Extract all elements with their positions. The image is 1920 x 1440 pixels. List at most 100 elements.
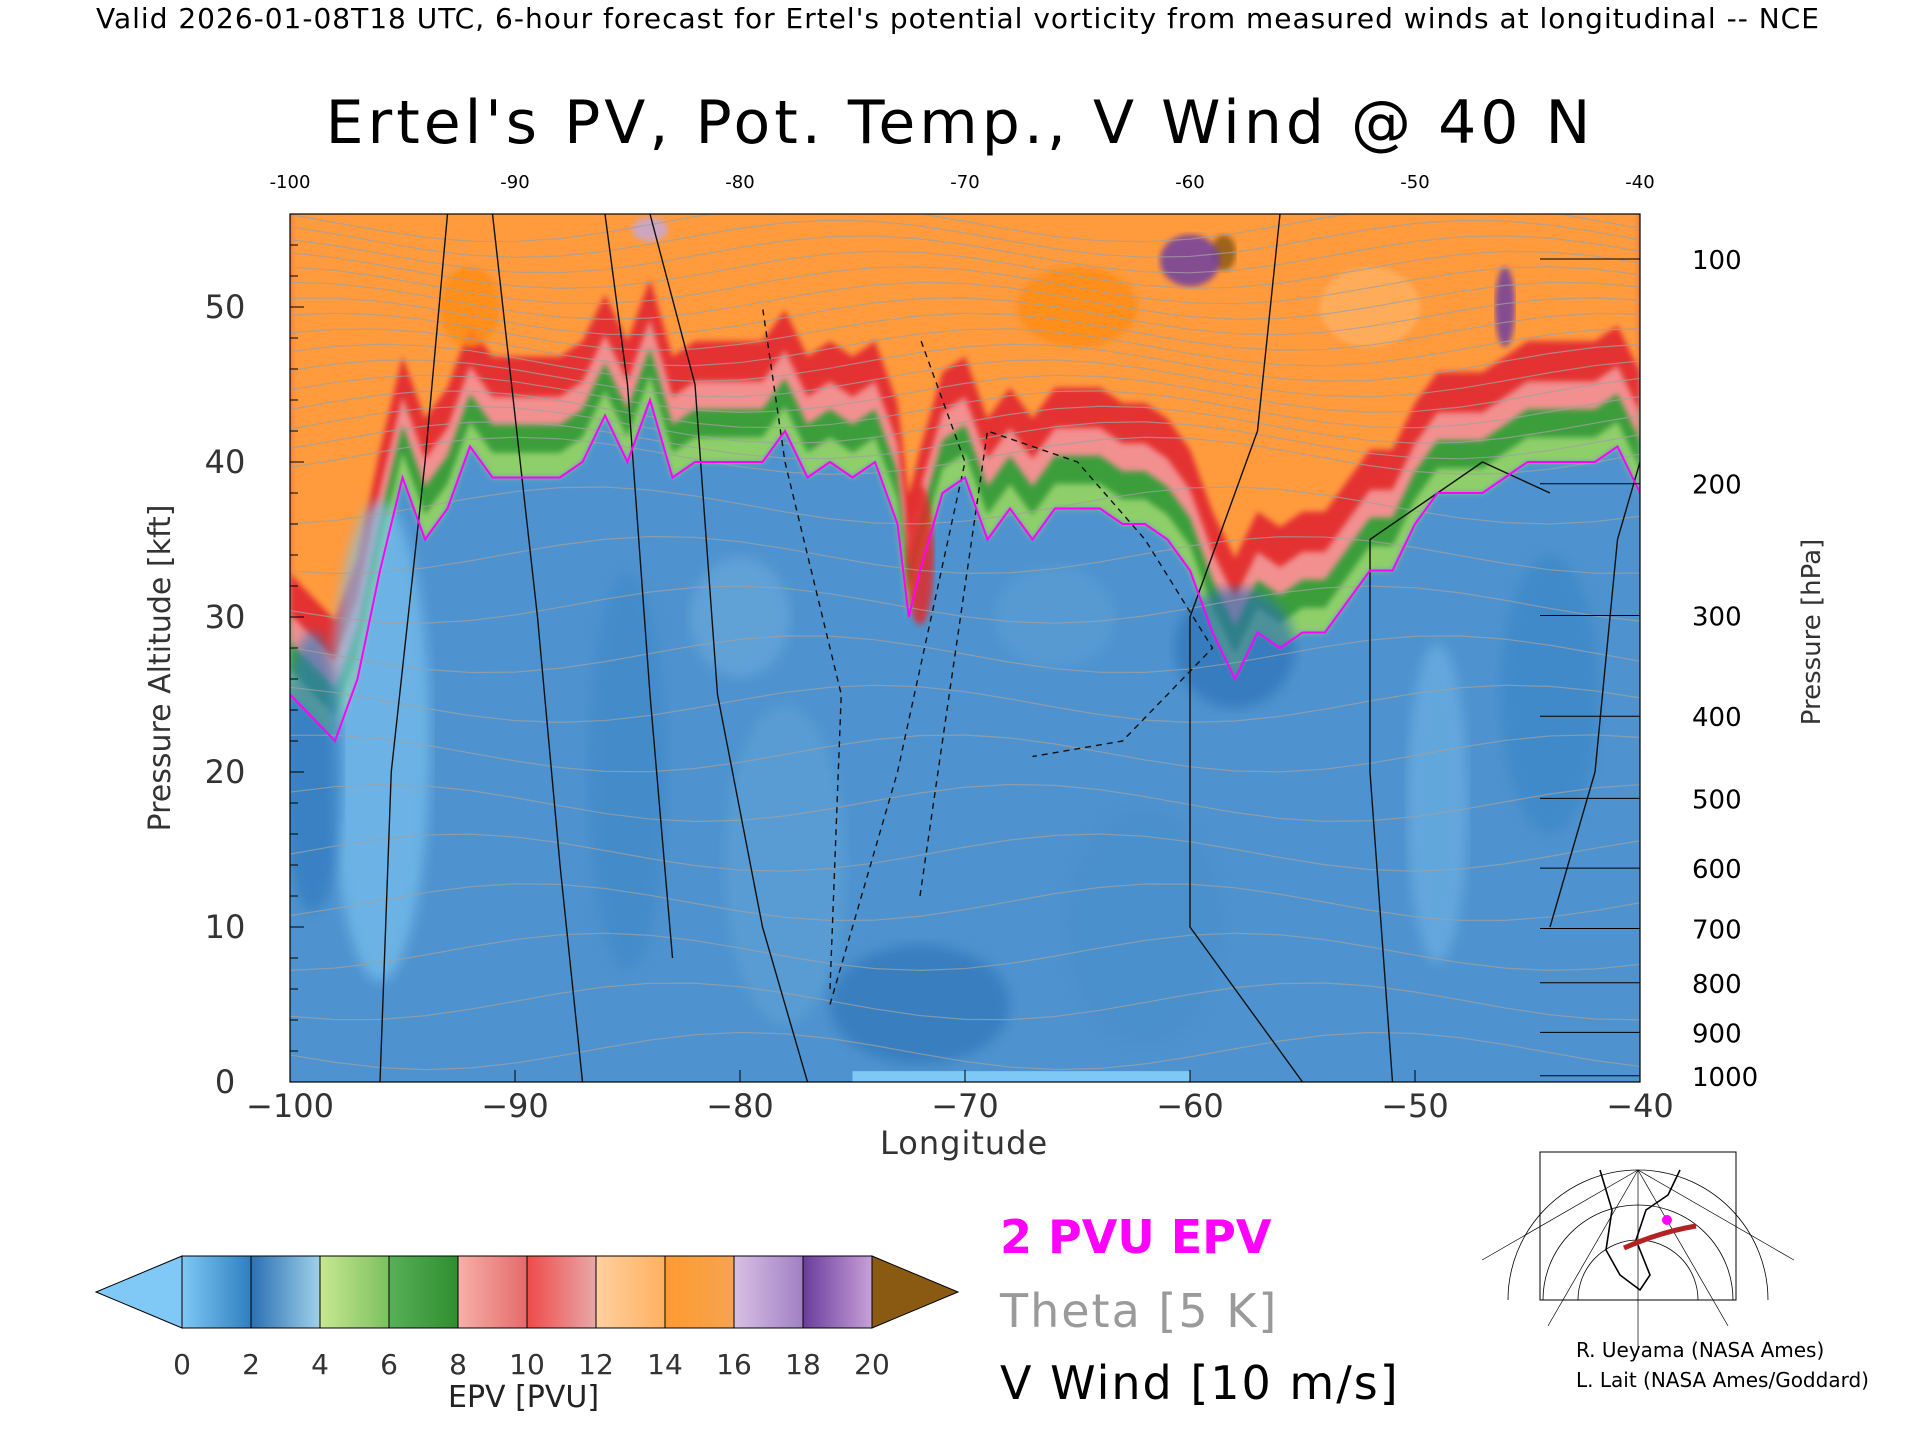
theta-contour (290, 833, 1640, 872)
theta-contour (290, 436, 1640, 475)
top-tick-label: -40 (1625, 172, 1654, 193)
chart-title-text: Ertel's PV, Pot. Temp., V Wind @ 40 N (325, 88, 1595, 158)
wind-contour (829, 337, 966, 1005)
y-tick-label: 0 (215, 1063, 235, 1101)
legend-theta: Theta [5 K] (1000, 1284, 1279, 1338)
wind-contour (379, 214, 449, 1082)
pressure-tick-label: 200 (1692, 471, 1742, 501)
colorbar-tick-label: 8 (449, 1348, 467, 1381)
theta-contour (290, 982, 1640, 1021)
theta-contour (290, 297, 1640, 336)
theta-contour (290, 235, 1640, 274)
theta-contour (290, 214, 1640, 243)
pv-blob (1407, 643, 1468, 963)
colorbar-segment (526, 1255, 597, 1329)
pv-blob-high (1160, 234, 1220, 287)
colorbar-tick-label: 14 (647, 1348, 683, 1381)
pressure-tick-label: 600 (1692, 855, 1742, 885)
top-tick-label: -100 (270, 172, 311, 193)
x-tick-label: −80 (706, 1087, 774, 1125)
colorbar-tick-label: 20 (854, 1348, 890, 1381)
epv-colorbar: 0 2 4 6 8 10 12 14 16 18 20 (94, 1255, 960, 1381)
pv-field (290, 214, 1640, 1082)
theta-contour (290, 585, 1640, 624)
colorbar-segment (595, 1255, 666, 1329)
theta-contour (290, 266, 1640, 305)
theta-contour (290, 486, 1640, 525)
theta-contour (290, 374, 1640, 413)
inset-coastline (1599, 1169, 1681, 1292)
pressure-tick-label: 1000 (1692, 1063, 1758, 1093)
top-tick-label: -50 (1400, 172, 1429, 193)
pv-blob (830, 944, 1010, 1065)
top-tick-label: -70 (950, 172, 979, 193)
theta-contour (290, 883, 1640, 922)
x-tick-label: −70 (931, 1087, 999, 1125)
x-tick-label: −100 (246, 1087, 334, 1125)
top-tick-label: -90 (500, 172, 529, 193)
colorbar-label: EPV [PVU] (448, 1380, 600, 1415)
chart-title: Ertel's PV, Pot. Temp., V Wind @ 40 N (0, 88, 1920, 158)
theta-contour (290, 684, 1640, 724)
theta-contour (290, 359, 1640, 398)
colorbar-under-arrow (94, 1255, 183, 1329)
colorbar-segment (664, 1255, 735, 1329)
pv-band-10-12 (290, 214, 1640, 621)
pressure-tick-label: 800 (1692, 970, 1742, 1000)
inset-section-path (1622, 1223, 1697, 1251)
wind-contour (1189, 214, 1304, 1082)
theta-contour (290, 390, 1640, 429)
theta-contour (290, 219, 1640, 258)
tropopause-2pvu-line (290, 396, 1640, 743)
surface-band (852, 1071, 1190, 1082)
wind-contour (919, 430, 1214, 897)
wind-contour (649, 214, 809, 1082)
wind-contours (379, 214, 1640, 1082)
pv-blob (1500, 554, 1600, 835)
pv-blob (725, 705, 845, 1025)
theta-contours (290, 214, 1640, 1071)
theta-contour (290, 783, 1640, 823)
y-tick-label: 50 (205, 288, 246, 326)
theta-contour (290, 312, 1640, 351)
pressure-tick-label: 500 (1692, 785, 1742, 815)
y-tick-label: 20 (205, 753, 246, 791)
credit-ueyama: R. Ueyama (NASA Ames) (1576, 1338, 1825, 1362)
colorbar-segment (802, 1255, 873, 1329)
theta-contour (290, 281, 1640, 320)
pv-blob-high (632, 217, 668, 242)
colorbar-tick-label: 4 (311, 1348, 329, 1381)
y-tick-label: 30 (205, 598, 246, 636)
colorbar-tick-label: 0 (173, 1348, 191, 1381)
theta-contour (290, 635, 1640, 674)
colorbar-tick-label: 18 (785, 1348, 821, 1381)
pressure-tick-label: 100 (1692, 246, 1742, 276)
colorbar-segment (181, 1255, 252, 1329)
colorbar-tick-label: 2 (242, 1348, 260, 1381)
theta-contour (290, 405, 1640, 444)
y-tick-label: 10 (205, 908, 246, 946)
pv-blob-high (440, 267, 500, 347)
theta-contour (290, 535, 1640, 575)
colorbar-segment (457, 1255, 528, 1329)
pv-blob-high (906, 485, 934, 625)
pv-blob (1065, 807, 1225, 1047)
inset-meridian (1637, 1169, 1729, 1327)
legend-vwind: V Wind [10 m/s] (1000, 1356, 1400, 1410)
theta-contour (290, 734, 1640, 773)
colorbar-tick-label: 10 (509, 1348, 545, 1381)
wind-contour (604, 214, 674, 959)
y-axis-label-right: Pressure [hPa] (1797, 539, 1827, 726)
theta-contour (290, 932, 1640, 972)
wind-contour (1369, 461, 1551, 1082)
colorbar-segment (388, 1255, 459, 1329)
pv-blob (995, 567, 1115, 667)
pressure-tick-label: 300 (1692, 602, 1742, 632)
pressure-ticks: 100 200 300 400 500 600 700 800 900 1000 (1540, 246, 1758, 1093)
pv-blob-high (1495, 267, 1515, 347)
theta-contour (290, 1031, 1640, 1071)
top-tick-label: -80 (725, 172, 754, 193)
colorbar-over-arrow (871, 1255, 960, 1329)
colorbar-tick-label: 16 (716, 1348, 752, 1381)
